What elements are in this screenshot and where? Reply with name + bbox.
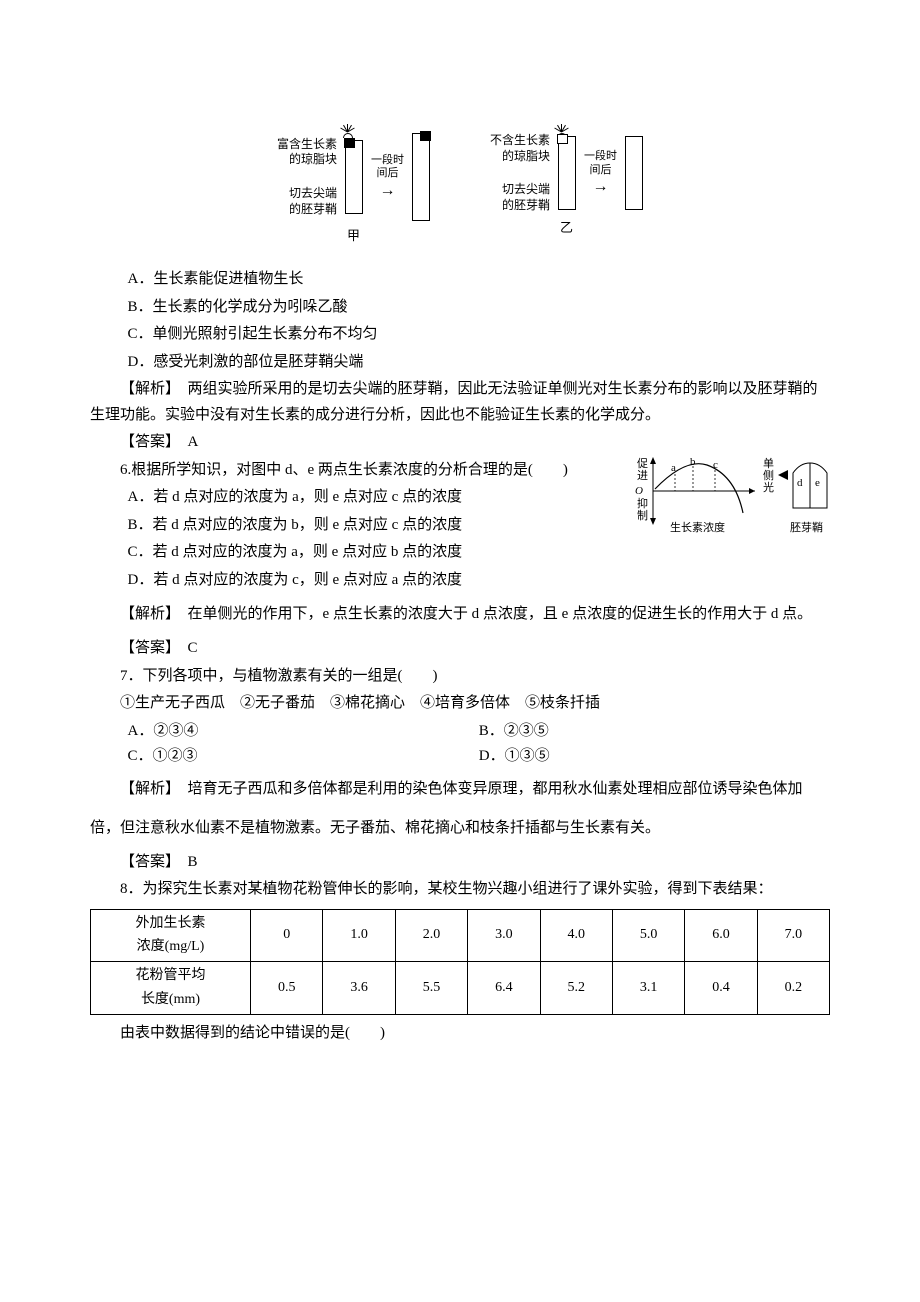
label-text: 一段时 xyxy=(371,154,404,167)
option-b: B．生长素的化学成分为吲哚乙酸 xyxy=(90,295,830,321)
experiment-diagram: 富含生长素 的琼脂块 切去尖端 的胚芽鞘 一段时 间后 → 甲 xyxy=(90,110,830,247)
table-cell: 0 xyxy=(251,909,323,962)
diagram-caption: 乙 xyxy=(560,217,573,239)
cell-text: 长度(mm) xyxy=(141,992,200,1007)
option-d: D．感受光刺激的部位是胚芽鞘尖端 xyxy=(90,350,830,376)
option-c: C．①②③ xyxy=(128,744,479,770)
option-a: A．②③④ xyxy=(128,719,479,745)
analysis-text: 培育无子西瓜和多倍体都是利用的染色体变异原理，都用秋水仙素处理相应部位诱导染色体… xyxy=(90,781,803,836)
answer-value: C xyxy=(173,640,198,656)
table-header-cell: 外加生长素 浓度(mg/L) xyxy=(91,909,251,962)
option-b: B．②③⑤ xyxy=(479,719,830,745)
label-text: 不含生长素 xyxy=(490,133,550,147)
table-cell: 5.0 xyxy=(612,909,684,962)
table-header-cell: 花粉管平均 长度(mm) xyxy=(91,962,251,1015)
option-a: A．生长素能促进植物生长 xyxy=(90,267,830,293)
analysis-label: 【解析】 xyxy=(120,381,173,397)
option-c: C．单侧光照射引起生长素分布不均匀 xyxy=(90,322,830,348)
svg-text:进: 进 xyxy=(637,469,648,482)
diagram-group-left: 富含生长素 的琼脂块 切去尖端 的胚芽鞘 一段时 间后 → 甲 xyxy=(277,110,430,247)
option-c: C．若 d 点对应的浓度为 a，则 e 点对应 b 点的浓度 xyxy=(90,540,830,566)
diagram-group-right: 不含生长素 的琼脂块 切去尖端 的胚芽鞘 一段时 间后 → 乙 xyxy=(490,110,643,247)
data-table: 外加生长素 浓度(mg/L) 0 1.0 2.0 3.0 4.0 5.0 6.0… xyxy=(90,909,830,1015)
label-text: 的琼脂块 xyxy=(289,152,337,166)
table-cell: 4.0 xyxy=(540,909,612,962)
svg-text:生长素浓度: 生长素浓度 xyxy=(670,520,725,533)
table-cell: 5.5 xyxy=(395,962,467,1015)
analysis-text: 在单侧光的作用下，e 点生长素的浓度大于 d 点浓度，且 e 点浓度的促进生长的… xyxy=(173,606,813,622)
cell-text: 浓度(mg/L) xyxy=(137,939,205,954)
sun-icon xyxy=(334,110,362,138)
table-cell: 6.0 xyxy=(685,909,757,962)
table-row: 外加生长素 浓度(mg/L) 0 1.0 2.0 3.0 4.0 5.0 6.0… xyxy=(91,909,830,962)
label-text: 的胚芽鞘 xyxy=(502,198,550,212)
answer-label: 【答案】 xyxy=(120,640,173,656)
table-cell: 2.0 xyxy=(395,909,467,962)
svg-text:侧: 侧 xyxy=(763,469,774,482)
table-cell: 0.2 xyxy=(757,962,829,1015)
table-cell: 1.0 xyxy=(323,909,395,962)
svg-text:a: a xyxy=(671,462,676,474)
cell-text: 花粉管平均 xyxy=(136,968,206,983)
coleoptile-tube xyxy=(412,133,430,221)
option-d: D．若 d 点对应的浓度为 c，则 e 点对应 a 点的浓度 xyxy=(90,568,830,594)
label-text: 间后 xyxy=(377,167,399,180)
table-row: 花粉管平均 长度(mm) 0.5 3.6 5.5 6.4 5.2 3.1 0.4… xyxy=(91,962,830,1015)
label-text: 一段时 xyxy=(584,150,617,163)
answer-label: 【答案】 xyxy=(120,854,173,870)
table-cell: 0.4 xyxy=(685,962,757,1015)
q6-graph: 促进 O 抑制 a b c 生长素浓度 单侧光 d e 胚芽鞘 xyxy=(635,453,850,543)
label-text: 的琼脂块 xyxy=(502,149,550,163)
svg-text:促: 促 xyxy=(637,456,648,470)
label-text: 的胚芽鞘 xyxy=(289,202,337,216)
coleoptile-tube xyxy=(558,136,576,210)
cell-text: 外加生长素 xyxy=(136,916,206,931)
svg-text:制: 制 xyxy=(637,509,648,522)
svg-text:单: 单 xyxy=(763,457,774,470)
analysis-paragraph: 【解析】 培育无子西瓜和多倍体都是利用的染色体变异原理，都用秋水仙素处理相应部位… xyxy=(90,770,830,848)
analysis-paragraph: 【解析】 在单侧光的作用下，e 点生长素的浓度大于 d 点浓度，且 e 点浓度的… xyxy=(90,595,830,634)
analysis-paragraph: 【解析】 两组实验所采用的是切去尖端的胚芽鞘，因此无法验证单侧光对生长素分布的影… xyxy=(90,377,830,428)
analysis-label: 【解析】 xyxy=(120,781,173,797)
label-text: 间后 xyxy=(590,164,612,177)
question-items: ①生产无子西瓜 ②无子番茄 ③棉花摘心 ④培育多倍体 ⑤枝条扦插 xyxy=(90,691,830,717)
answer-value: B xyxy=(173,854,198,870)
svg-text:光: 光 xyxy=(763,480,774,494)
question-conclusion: 由表中数据得到的结论中错误的是( ) xyxy=(90,1021,830,1047)
svg-text:抑: 抑 xyxy=(637,496,648,510)
question-stem: 8．为探究生长素对某植物花粉管伸长的影响，某校生物兴趣小组进行了课外实验，得到下… xyxy=(90,877,830,903)
label-text: 切去尖端 xyxy=(502,182,550,196)
option-d: D．①③⑤ xyxy=(479,744,830,770)
answer-value: A xyxy=(173,434,199,450)
table-cell: 3.1 xyxy=(612,962,684,1015)
table-cell: 7.0 xyxy=(757,909,829,962)
svg-text:d: d xyxy=(797,477,803,489)
label-text: 富含生长素 xyxy=(277,137,337,151)
arrow-right-icon: → xyxy=(593,177,609,196)
answer-paragraph: 【答案】 C xyxy=(90,636,830,662)
question-stem: 7．下列各项中，与植物激素有关的一组是( ) xyxy=(90,664,830,690)
table-cell: 3.6 xyxy=(323,962,395,1015)
diagram-caption: 甲 xyxy=(347,225,360,247)
answer-label: 【答案】 xyxy=(120,434,173,450)
svg-text:c: c xyxy=(713,459,718,471)
coleoptile-tube xyxy=(625,136,643,210)
table-cell: 3.0 xyxy=(468,909,540,962)
question-6: 促进 O 抑制 a b c 生长素浓度 单侧光 d e 胚芽鞘 6.根据所学知识… xyxy=(90,458,830,596)
svg-text:e: e xyxy=(815,477,820,489)
analysis-text: 两组实验所采用的是切去尖端的胚芽鞘，因此无法验证单侧光对生长素分布的影响以及胚芽… xyxy=(90,381,818,423)
analysis-label: 【解析】 xyxy=(120,606,173,622)
coleoptile-tube xyxy=(345,140,363,214)
svg-text:胚芽鞘: 胚芽鞘 xyxy=(790,520,823,533)
svg-text:O: O xyxy=(635,485,643,497)
table-cell: 0.5 xyxy=(251,962,323,1015)
table-cell: 5.2 xyxy=(540,962,612,1015)
table-cell: 6.4 xyxy=(468,962,540,1015)
arrow-right-icon: → xyxy=(380,181,396,200)
answer-paragraph: 【答案】 B xyxy=(90,850,830,876)
label-text: 切去尖端 xyxy=(289,186,337,200)
